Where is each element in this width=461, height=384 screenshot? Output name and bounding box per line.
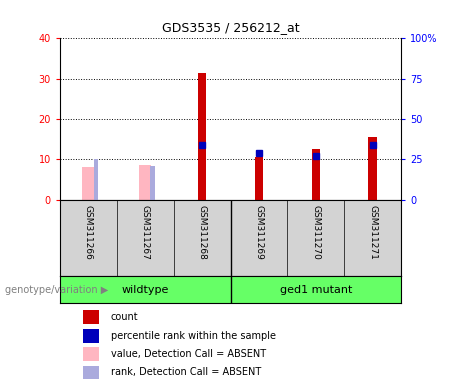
Text: GSM311268: GSM311268 [198, 205, 207, 260]
Text: ged1 mutant: ged1 mutant [280, 285, 352, 295]
Text: GSM311266: GSM311266 [84, 205, 93, 260]
Text: GSM311269: GSM311269 [254, 205, 263, 260]
Bar [94, 159, 98, 200]
Bar [82, 167, 95, 200]
Bar [150, 166, 155, 200]
Bar [312, 149, 320, 200]
Text: genotype/variation ▶: genotype/variation ▶ [5, 285, 108, 295]
Text: GSM311270: GSM311270 [311, 205, 320, 260]
Text: count: count [111, 312, 138, 322]
Bar [254, 157, 263, 200]
Text: wildtype: wildtype [122, 285, 169, 295]
Bar [83, 366, 99, 379]
Text: GSM311271: GSM311271 [368, 205, 377, 260]
Text: rank, Detection Call = ABSENT: rank, Detection Call = ABSENT [111, 367, 261, 377]
Bar [83, 310, 99, 324]
Text: percentile rank within the sample: percentile rank within the sample [111, 331, 276, 341]
Bar [83, 329, 99, 343]
Text: value, Detection Call = ABSENT: value, Detection Call = ABSENT [111, 349, 266, 359]
Bar [368, 137, 377, 200]
Title: GDS3535 / 256212_at: GDS3535 / 256212_at [162, 22, 299, 35]
Text: GSM311267: GSM311267 [141, 205, 150, 260]
Bar [83, 347, 99, 361]
Bar [139, 166, 152, 200]
Bar [198, 73, 207, 200]
